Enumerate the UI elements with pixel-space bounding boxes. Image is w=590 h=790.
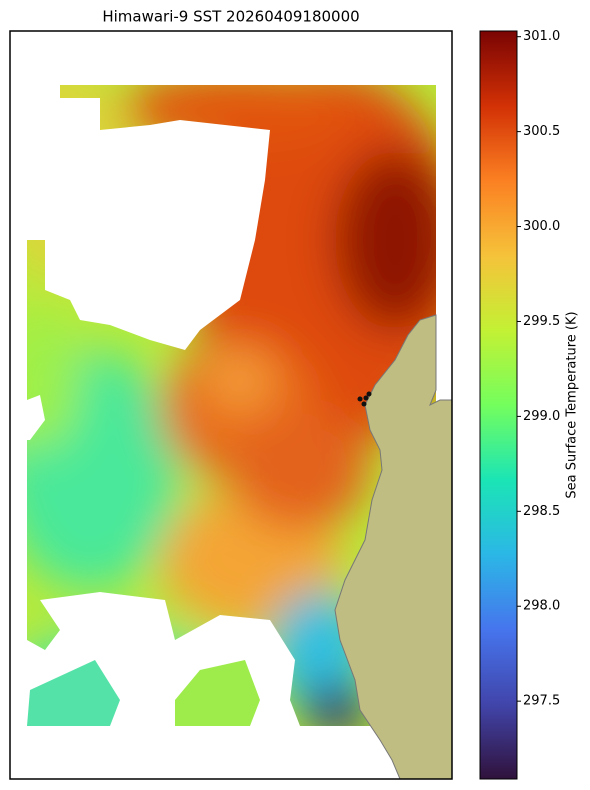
- colorbar-tick-label: 298.5: [523, 504, 560, 519]
- colorbar-tick-label: 301.0: [523, 29, 560, 44]
- colorbar-tick-label: 300.5: [523, 124, 560, 139]
- colorbar-tick-label: 299.5: [523, 314, 560, 329]
- colorbar-tick-label: 298.0: [523, 599, 560, 614]
- colorbar-tick-label: 299.0: [523, 409, 560, 424]
- map-frame: [9, 30, 453, 780]
- map-title: Himawari-9 SST 20260409180000: [102, 8, 359, 26]
- station-markers: [357, 391, 372, 407]
- colorbar-label: Sea Surface Temperature (K): [565, 311, 580, 498]
- colorbar-tick-label: 297.5: [523, 694, 560, 709]
- colorbar: [479, 30, 518, 780]
- sst-field: [27, 85, 436, 726]
- colorbar-tick-label: 300.0: [523, 219, 560, 234]
